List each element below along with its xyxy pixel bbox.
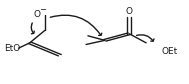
Text: −: −: [40, 5, 46, 14]
Text: O: O: [33, 10, 40, 19]
Text: O: O: [126, 7, 133, 16]
Text: EtO: EtO: [5, 44, 21, 53]
Text: OEt: OEt: [161, 47, 177, 56]
